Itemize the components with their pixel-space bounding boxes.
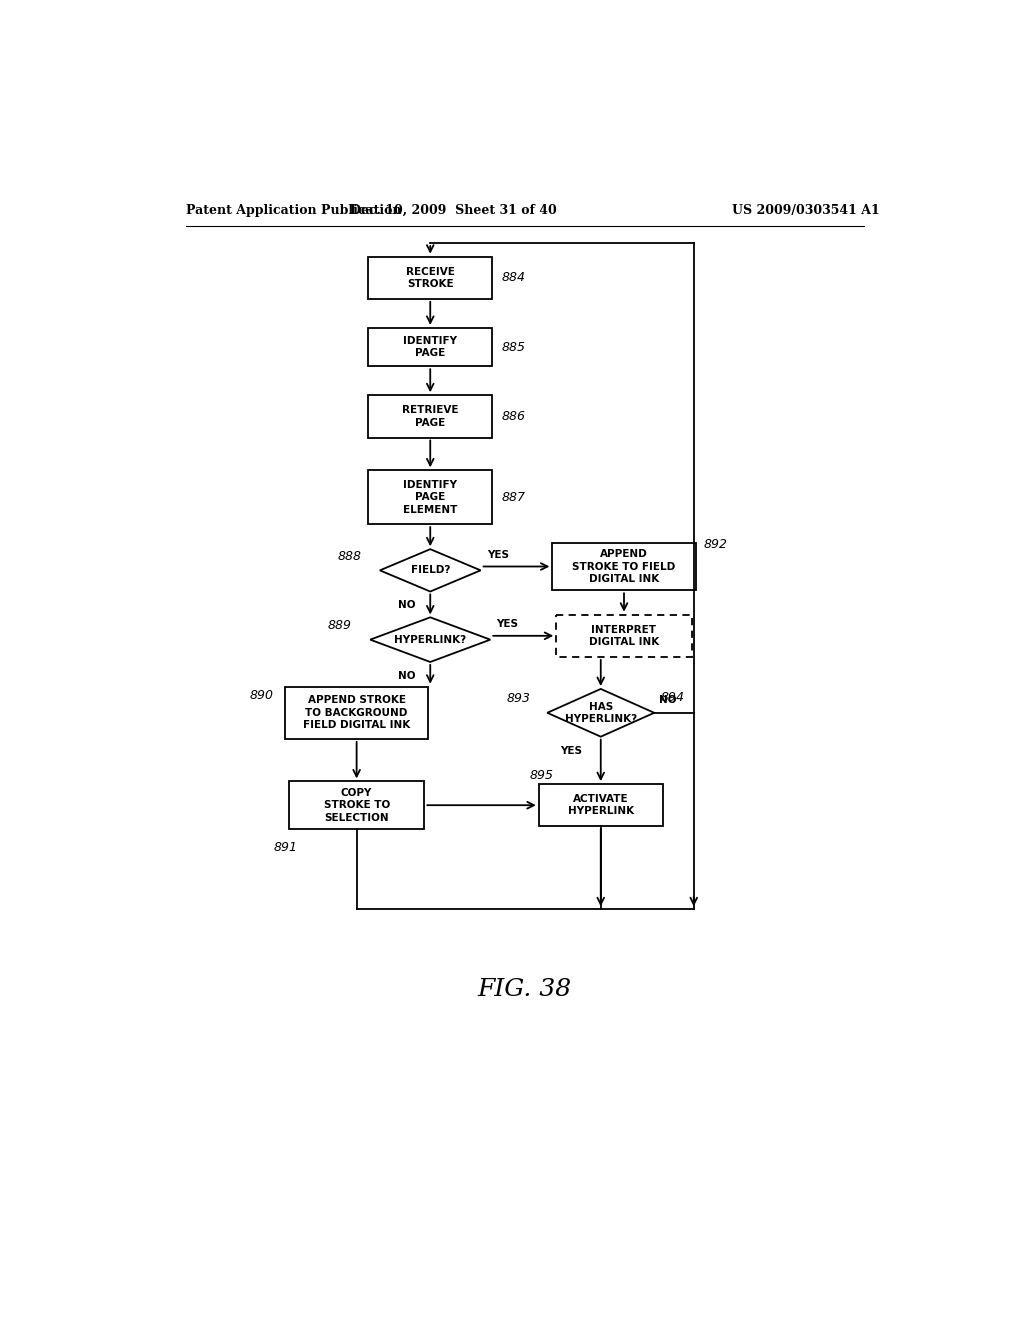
Text: YES: YES	[560, 746, 583, 755]
Bar	[369, 327, 493, 367]
Text: 891: 891	[273, 841, 297, 854]
Text: COPY
STROKE TO
SELECTION: COPY STROKE TO SELECTION	[324, 788, 390, 822]
Text: 892: 892	[703, 539, 727, 552]
Text: FIELD?: FIELD?	[411, 565, 450, 576]
Text: FIG. 38: FIG. 38	[478, 978, 571, 1002]
Bar	[285, 686, 428, 739]
Text: YES: YES	[486, 550, 509, 560]
Text: IDENTIFY
PAGE: IDENTIFY PAGE	[403, 335, 458, 358]
Text: Dec. 10, 2009  Sheet 31 of 40: Dec. 10, 2009 Sheet 31 of 40	[350, 205, 557, 218]
Bar	[369, 395, 493, 437]
Text: HAS
HYPERLINK?: HAS HYPERLINK?	[564, 702, 637, 723]
Text: NO: NO	[659, 696, 677, 705]
Text: 887: 887	[502, 491, 525, 504]
Text: INTERPRET
DIGITAL INK: INTERPRET DIGITAL INK	[589, 624, 659, 647]
Text: NO: NO	[398, 601, 416, 610]
Text: 894: 894	[660, 690, 684, 704]
Text: HYPERLINK?: HYPERLINK?	[394, 635, 466, 644]
Text: 885: 885	[502, 341, 525, 354]
Text: 889: 889	[328, 619, 351, 632]
Text: US 2009/0303541 A1: US 2009/0303541 A1	[732, 205, 881, 218]
Text: IDENTIFY
PAGE
ELEMENT: IDENTIFY PAGE ELEMENT	[403, 479, 458, 515]
Text: Patent Application Publication: Patent Application Publication	[186, 205, 401, 218]
Bar	[369, 256, 493, 298]
Text: 884: 884	[502, 271, 525, 284]
Polygon shape	[547, 689, 654, 737]
Text: 890: 890	[250, 689, 274, 702]
Text: 886: 886	[502, 409, 525, 422]
Bar	[556, 615, 692, 657]
Text: 893: 893	[507, 693, 531, 705]
Text: RETRIEVE
PAGE: RETRIEVE PAGE	[402, 405, 459, 428]
Bar	[539, 784, 663, 826]
Bar	[289, 781, 424, 829]
Text: APPEND STROKE
TO BACKGROUND
FIELD DIGITAL INK: APPEND STROKE TO BACKGROUND FIELD DIGITA…	[303, 696, 411, 730]
Text: YES: YES	[497, 619, 518, 630]
Text: ACTIVATE
HYPERLINK: ACTIVATE HYPERLINK	[567, 795, 634, 816]
Text: APPEND
STROKE TO FIELD
DIGITAL INK: APPEND STROKE TO FIELD DIGITAL INK	[572, 549, 676, 583]
Text: 888: 888	[337, 550, 361, 564]
Text: NO: NO	[398, 671, 416, 681]
Bar	[369, 470, 493, 524]
Bar	[552, 543, 695, 590]
Polygon shape	[380, 549, 480, 591]
Text: 895: 895	[529, 770, 553, 783]
Polygon shape	[371, 618, 490, 663]
Text: RECEIVE
STROKE: RECEIVE STROKE	[406, 267, 455, 289]
